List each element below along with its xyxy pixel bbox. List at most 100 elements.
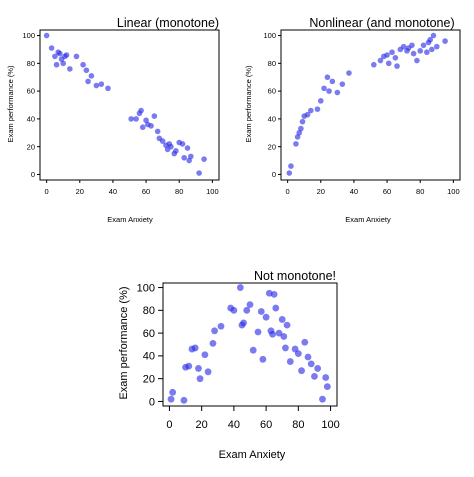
y-axis-label: Exam performance (%) xyxy=(118,286,130,399)
y-tick-label: 80 xyxy=(27,59,35,68)
not-monotone-panel: Not monotone! Exam performance (%) Exam … xyxy=(118,269,340,461)
data-point xyxy=(167,395,175,403)
y-tick-label: 40 xyxy=(27,115,35,124)
data-point xyxy=(133,116,139,122)
panel-title: Not monotone! xyxy=(254,269,336,283)
data-point xyxy=(243,306,251,314)
data-point xyxy=(184,145,191,151)
data-point xyxy=(180,396,188,404)
data-point xyxy=(288,163,294,169)
data-point xyxy=(280,333,288,340)
data-point xyxy=(304,353,312,361)
data-point xyxy=(392,54,399,61)
x-tick-label: 0 xyxy=(286,187,290,196)
data-point xyxy=(371,61,377,68)
data-point xyxy=(389,49,395,56)
x-tick-label: 60 xyxy=(260,419,272,431)
data-point xyxy=(169,388,177,396)
x-axis-label: Exam Anxiety xyxy=(219,449,286,461)
data-point xyxy=(314,106,321,112)
data-point xyxy=(201,156,207,162)
y-tick-label: 20 xyxy=(268,142,276,151)
y-tick-label: 80 xyxy=(143,305,155,317)
data-point xyxy=(196,170,202,176)
data-point xyxy=(377,57,384,64)
data-point xyxy=(262,313,270,321)
data-point xyxy=(414,57,420,64)
y-tick-label: 0 xyxy=(31,170,35,179)
data-point xyxy=(298,367,305,375)
data-point xyxy=(48,45,55,51)
data-point xyxy=(409,42,415,49)
x-tick-label: 80 xyxy=(416,187,424,196)
data-point xyxy=(204,368,212,376)
data-point xyxy=(323,383,331,391)
data-point xyxy=(105,85,111,92)
x-tick-label: 60 xyxy=(142,187,150,196)
x-tick-label: 100 xyxy=(206,187,219,196)
data-point xyxy=(57,50,63,57)
data-point xyxy=(60,60,67,67)
x-axis-label: Exam Anxiety xyxy=(107,215,153,224)
x-tick-label: 20 xyxy=(317,187,325,196)
x-tick-label: 40 xyxy=(228,419,240,431)
data-point xyxy=(254,328,262,336)
data-point xyxy=(211,327,218,335)
data-point xyxy=(311,372,318,380)
data-point xyxy=(317,98,324,104)
data-point xyxy=(427,36,433,43)
data-point xyxy=(424,49,430,56)
data-point xyxy=(196,375,204,383)
data-point xyxy=(185,362,193,370)
data-point xyxy=(270,290,278,298)
data-point xyxy=(67,66,73,72)
x-tick-label: 40 xyxy=(350,187,358,196)
plot-frame xyxy=(280,29,461,181)
x-tick-label: 0 xyxy=(166,419,172,431)
data-point xyxy=(151,113,158,119)
y-tick-label: 20 xyxy=(143,374,155,386)
y-tick-label: 0 xyxy=(149,396,155,408)
data-point xyxy=(257,308,265,315)
data-point xyxy=(286,358,294,365)
data-point xyxy=(286,170,293,176)
data-point xyxy=(230,306,238,314)
data-point xyxy=(179,141,186,147)
data-point xyxy=(433,43,440,50)
data-point xyxy=(329,78,336,85)
y-tick-label: 20 xyxy=(27,142,35,151)
data-point xyxy=(154,128,161,135)
data-point xyxy=(85,78,91,85)
data-point xyxy=(63,52,70,58)
data-point xyxy=(322,374,330,381)
data-point xyxy=(339,81,346,87)
linear-monotone-panel: Linear (monotone) Exam performance (%) E… xyxy=(6,16,220,224)
data-point xyxy=(83,67,90,74)
x-tick-label: 0 xyxy=(45,187,49,196)
data-point xyxy=(209,339,217,347)
data-point xyxy=(420,42,427,49)
y-axis-label: Exam performance (%) xyxy=(6,65,15,143)
y-tick-label: 100 xyxy=(263,31,276,40)
y-tick-label: 80 xyxy=(268,59,276,68)
data-point xyxy=(168,143,174,150)
data-point xyxy=(346,70,352,76)
data-point xyxy=(80,61,86,68)
data-point xyxy=(410,50,417,57)
data-point xyxy=(282,344,289,352)
data-point xyxy=(98,81,105,87)
data-point xyxy=(88,73,95,79)
data-point xyxy=(128,116,134,122)
data-point xyxy=(93,82,100,89)
y-tick-label: 40 xyxy=(268,115,276,124)
data-point xyxy=(73,53,80,60)
data-point xyxy=(275,329,283,337)
data-point xyxy=(195,365,202,372)
data-point xyxy=(304,111,311,118)
data-point xyxy=(240,319,247,327)
data-point xyxy=(278,316,286,323)
data-point xyxy=(188,153,194,160)
data-point xyxy=(384,52,390,58)
data-point xyxy=(417,48,424,54)
